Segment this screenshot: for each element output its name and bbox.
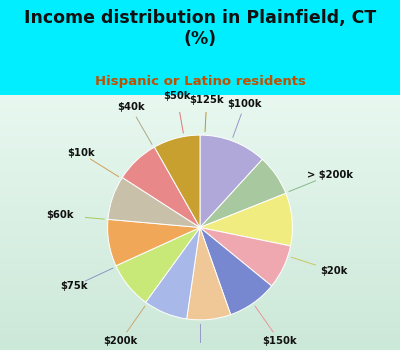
Wedge shape <box>146 228 200 319</box>
Wedge shape <box>187 228 231 320</box>
Text: $60k: $60k <box>46 210 74 220</box>
Text: $125k: $125k <box>189 95 224 105</box>
Wedge shape <box>200 193 292 246</box>
Text: $10k: $10k <box>67 148 95 158</box>
Text: $200k: $200k <box>103 336 138 346</box>
Text: $40k: $40k <box>117 103 144 112</box>
Wedge shape <box>108 177 200 228</box>
Wedge shape <box>116 228 200 302</box>
Wedge shape <box>200 228 290 286</box>
Text: $150k: $150k <box>262 336 297 346</box>
Text: City-Data.com: City-Data.com <box>272 100 336 109</box>
Text: Income distribution in Plainfield, CT
(%): Income distribution in Plainfield, CT (%… <box>24 9 376 48</box>
Wedge shape <box>200 228 272 315</box>
Text: $50k: $50k <box>163 91 190 100</box>
Text: $75k: $75k <box>61 281 88 291</box>
Text: Hispanic or Latino residents: Hispanic or Latino residents <box>94 75 306 88</box>
Text: $100k: $100k <box>228 99 262 109</box>
Wedge shape <box>200 159 286 228</box>
Wedge shape <box>200 135 262 228</box>
Wedge shape <box>122 147 200 228</box>
Text: $20k: $20k <box>320 266 347 276</box>
Wedge shape <box>154 135 200 228</box>
Text: > $200k: > $200k <box>307 170 353 180</box>
Wedge shape <box>108 219 200 266</box>
